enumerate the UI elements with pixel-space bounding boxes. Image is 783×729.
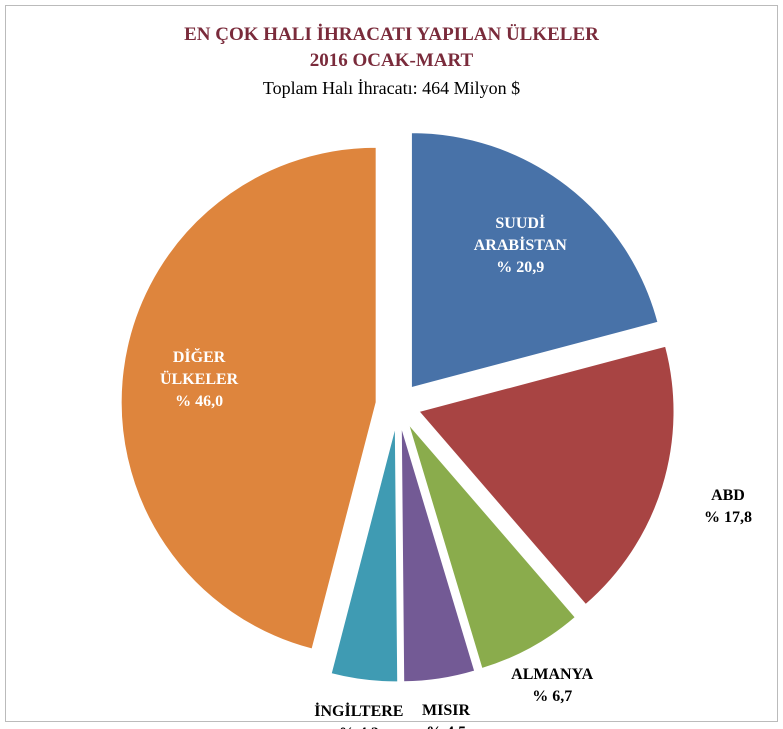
pie-slice <box>330 426 399 683</box>
pie-slice <box>418 345 675 606</box>
value-label: % 6,7 <box>532 687 573 705</box>
slice-label: SUUDİ ARABİSTAN % 20,9 <box>465 213 575 279</box>
slice-label: İNGİLTERE % 4,2 <box>289 701 429 729</box>
slice-label: ALMANYA % 6,7 <box>482 664 622 708</box>
value-label: % 4,2 <box>339 725 379 729</box>
pie-slice <box>410 132 659 389</box>
category-label: ALMANYA <box>511 665 594 683</box>
value-label: % 17,8 <box>703 508 752 526</box>
value-label: % 4,5 <box>426 724 466 729</box>
category-label: DİĞER ÜLKELER <box>159 348 239 388</box>
pie-slice <box>120 146 377 650</box>
slice-label: MISIR % 4,5 <box>376 700 516 729</box>
category-label: SUUDİ ARABİSTAN <box>473 215 567 255</box>
category-label: MISIR <box>422 701 471 719</box>
category-label: İNGİLTERE <box>314 702 404 720</box>
pie-slice <box>408 423 576 670</box>
annotation: Toplam Halı İhracatı: 464 Milyon $ <box>262 78 521 98</box>
slice-label: DİĞER ÜLKELER % 46,0 <box>144 347 254 413</box>
category-label: ABD <box>711 486 745 504</box>
chart-subtitle: 2016 OCAK-MART <box>309 50 474 71</box>
chart-title: EN ÇOK HALI İHRACATI YAPILAN ÜLKELER <box>184 24 599 45</box>
value-label: % 20,9 <box>496 259 545 277</box>
pie-slice <box>400 426 476 683</box>
value-label: % 46,0 <box>175 392 224 410</box>
slice-label: ABD % 17,8 <box>658 485 783 529</box>
